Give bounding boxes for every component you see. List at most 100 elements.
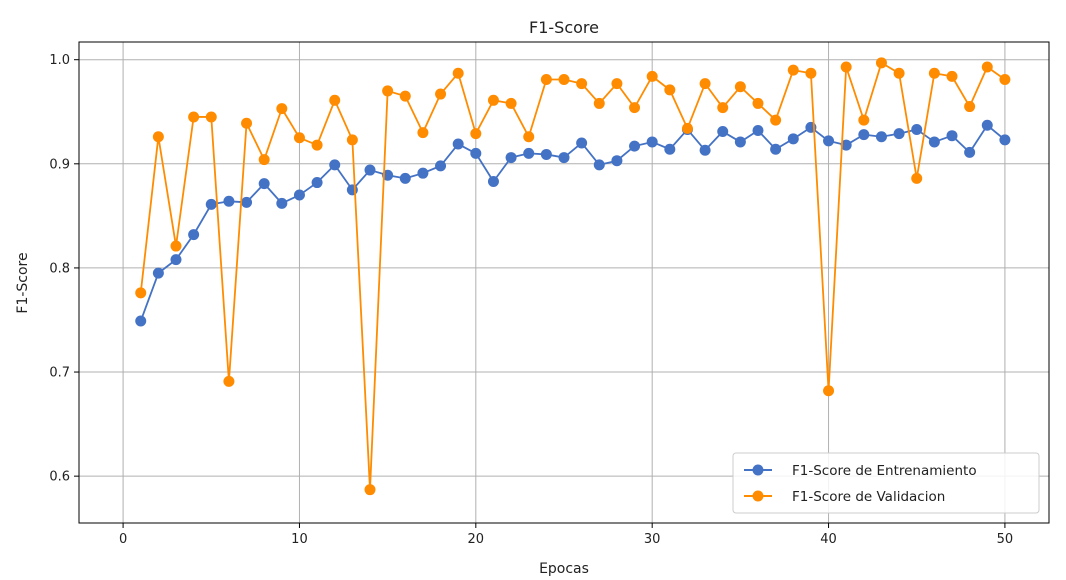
- data-point-train: [417, 167, 429, 179]
- data-point-val: [276, 103, 288, 115]
- data-point-train: [629, 140, 641, 152]
- x-tick-label: 40: [820, 532, 837, 547]
- data-point-train: [823, 135, 835, 147]
- data-point-val: [717, 102, 729, 114]
- data-point-train: [470, 147, 482, 159]
- data-point-val: [734, 81, 746, 93]
- data-point-val: [893, 67, 905, 79]
- data-point-train: [435, 160, 447, 172]
- data-point-val: [964, 101, 976, 113]
- data-point-train: [981, 119, 993, 131]
- legend-marker-train: [752, 464, 764, 476]
- data-point-val: [558, 73, 570, 85]
- data-point-val: [329, 94, 341, 106]
- legend-label-val: F1-Score de Validacion: [792, 489, 945, 505]
- data-point-val: [928, 67, 940, 79]
- data-point-val: [646, 70, 658, 82]
- data-point-val: [946, 70, 958, 82]
- data-point-train: [858, 129, 870, 141]
- data-point-train: [593, 159, 605, 171]
- data-point-train: [611, 155, 623, 167]
- y-tick-label: 0.8: [49, 261, 70, 276]
- data-point-val: [205, 111, 217, 123]
- data-point-train: [170, 254, 182, 266]
- plot-area-frame: [78, 41, 1050, 524]
- data-point-train: [188, 229, 200, 241]
- data-point-val: [452, 67, 464, 79]
- legend-label-train: F1-Score de Entrenamiento: [792, 463, 977, 479]
- legend: F1-Score de Entrenamiento F1-Score de Va…: [732, 452, 1040, 514]
- data-point-train: [576, 137, 588, 149]
- data-point-val: [911, 172, 923, 184]
- data-point-val: [823, 385, 835, 397]
- plot-series: [135, 57, 1011, 496]
- data-point-train: [840, 139, 852, 151]
- y-tick-label: 1.0: [49, 53, 70, 68]
- data-point-train: [787, 133, 799, 145]
- data-point-train: [293, 189, 305, 201]
- data-point-train: [505, 152, 517, 164]
- data-point-train: [258, 178, 270, 190]
- legend-box: [732, 452, 1040, 514]
- data-point-val: [223, 375, 235, 387]
- data-point-val: [752, 97, 764, 109]
- data-point-val: [699, 78, 711, 90]
- data-point-val: [576, 78, 588, 90]
- data-point-val: [258, 154, 270, 166]
- y-axis-label: F1-Score: [15, 252, 31, 313]
- data-point-train: [911, 123, 923, 135]
- series-line-train: [139, 124, 1006, 322]
- data-point-val: [346, 134, 358, 146]
- data-point-train: [946, 130, 958, 142]
- data-point-val: [399, 90, 411, 102]
- series-line-val: [139, 61, 1006, 491]
- x-tick-label: 30: [644, 532, 661, 547]
- data-point-val: [382, 85, 394, 97]
- data-point-train: [664, 143, 676, 155]
- data-point-val: [611, 78, 623, 90]
- data-point-train: [346, 184, 358, 196]
- data-point-val: [540, 73, 552, 85]
- x-tick-label: 10: [291, 532, 308, 547]
- data-point-val: [981, 61, 993, 73]
- data-point-val: [241, 117, 253, 129]
- data-point-train: [452, 138, 464, 150]
- data-point-val: [875, 57, 887, 69]
- data-point-train: [152, 267, 164, 279]
- data-point-val: [135, 287, 147, 299]
- data-point-train: [135, 315, 147, 327]
- data-point-train: [717, 126, 729, 138]
- chart-title: F1-Score: [529, 18, 599, 37]
- data-point-train: [964, 146, 976, 158]
- data-point-train: [734, 136, 746, 148]
- data-point-val: [505, 97, 517, 109]
- data-point-val: [858, 114, 870, 126]
- data-point-train: [523, 147, 535, 159]
- data-point-val: [629, 102, 641, 114]
- data-point-train: [311, 177, 323, 189]
- x-tick-label: 50: [997, 532, 1014, 547]
- data-point-train: [487, 176, 499, 188]
- x-tick-label: 20: [468, 532, 485, 547]
- data-point-val: [523, 131, 535, 143]
- data-point-train: [999, 134, 1011, 146]
- legend-marker-val: [752, 490, 764, 502]
- data-point-val: [664, 84, 676, 96]
- data-point-val: [311, 139, 323, 151]
- data-point-val: [170, 240, 182, 252]
- data-point-train: [893, 128, 905, 140]
- data-point-val: [435, 88, 447, 100]
- data-point-train: [646, 136, 658, 148]
- data-point-train: [699, 144, 711, 156]
- data-point-train: [364, 164, 376, 176]
- data-point-train: [205, 198, 217, 210]
- data-point-train: [241, 196, 253, 208]
- data-point-val: [470, 128, 482, 140]
- data-point-val: [188, 111, 200, 123]
- data-point-train: [770, 143, 782, 155]
- data-point-train: [928, 136, 940, 148]
- grid: [79, 42, 1049, 523]
- data-point-train: [223, 195, 235, 207]
- x-tick-label: 0: [119, 532, 127, 547]
